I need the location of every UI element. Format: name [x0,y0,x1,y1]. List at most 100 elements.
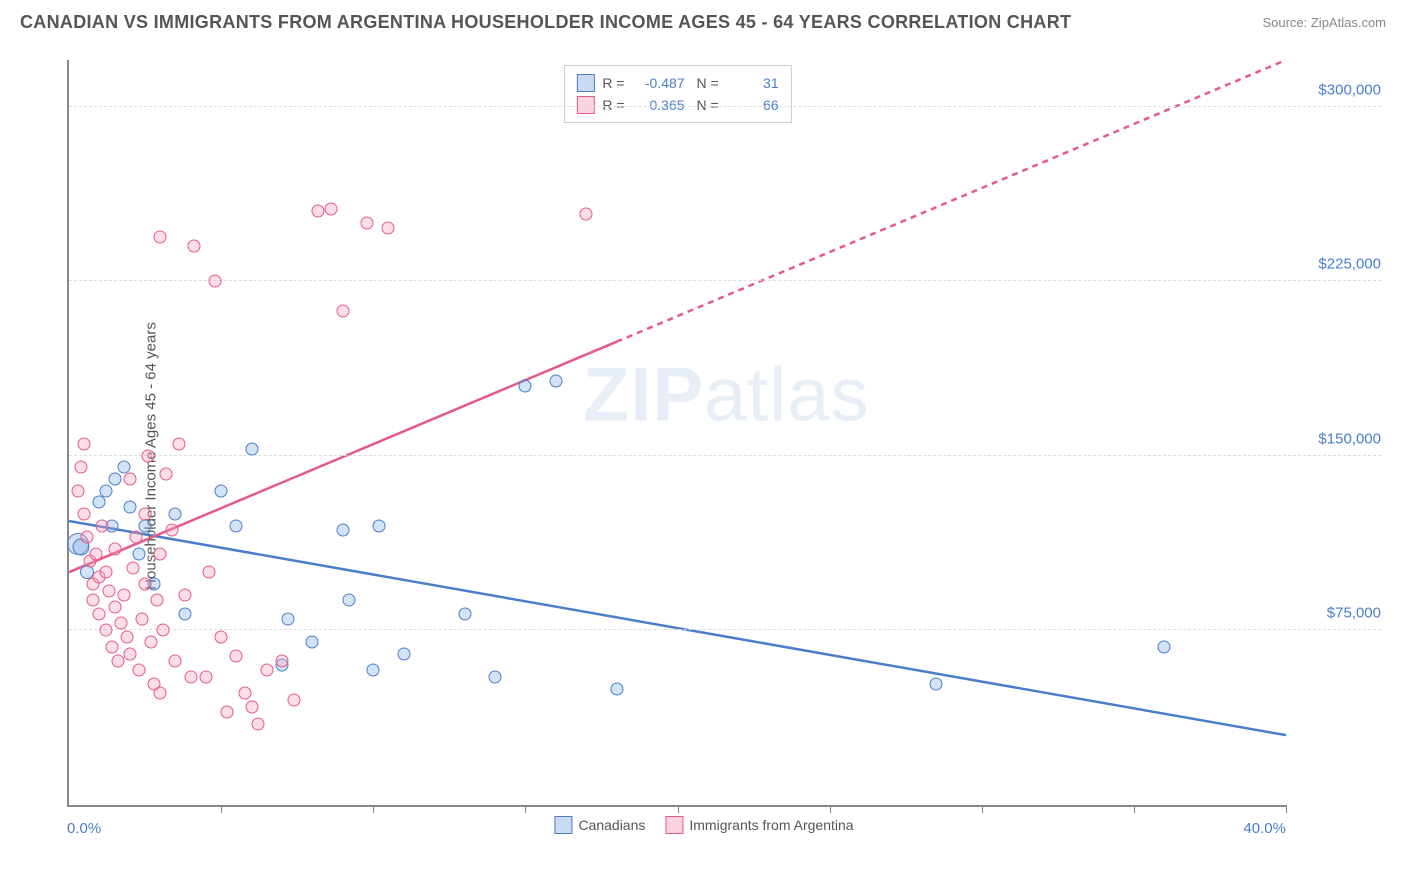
chart-area: Householder Income Ages 45 - 64 years ZI… [22,50,1386,862]
data-point [306,636,319,649]
data-point [139,577,152,590]
data-point [145,636,158,649]
data-point [120,631,133,644]
data-point [199,670,212,683]
data-point [324,203,337,216]
data-point [139,519,152,532]
data-point [123,473,136,486]
data-point [178,589,191,602]
data-point [139,507,152,520]
data-point [102,584,115,597]
data-point [367,663,380,676]
data-point [160,468,173,481]
data-point [610,682,623,695]
data-point [275,654,288,667]
data-point [166,524,179,537]
data-point [312,205,325,218]
y-tick-label: $300,000 [1318,81,1381,98]
data-point [132,547,145,560]
x-tick [830,805,831,813]
x-tick [982,805,983,813]
data-point [108,601,121,614]
data-point [230,519,243,532]
data-point [108,542,121,555]
data-point [342,594,355,607]
data-point [99,624,112,637]
data-point [215,631,228,644]
x-axis-max: 40.0% [1243,820,1286,837]
data-point [151,594,164,607]
swatch-icon [576,74,594,92]
data-point [123,647,136,660]
n-value-canadians: 31 [727,75,779,91]
data-point [154,230,167,243]
data-point [75,461,88,474]
data-point [117,589,130,602]
data-point [78,438,91,451]
source-label: Source: ZipAtlas.com [1262,15,1386,30]
data-point [215,484,228,497]
gridline [69,629,1381,630]
chart-title: CANADIAN VS IMMIGRANTS FROM ARGENTINA HO… [20,12,1071,33]
legend-label-immigrants: Immigrants from Argentina [689,817,853,833]
y-tick-label: $75,000 [1327,605,1381,622]
data-point [111,654,124,667]
x-tick [1286,805,1287,813]
data-point [361,216,374,229]
data-point [157,624,170,637]
data-point [336,524,349,537]
data-point [336,305,349,318]
x-tick [678,805,679,813]
data-point [382,221,395,234]
x-tick [1134,805,1135,813]
y-tick-label: $150,000 [1318,430,1381,447]
data-point [154,687,167,700]
data-point [172,438,185,451]
data-point [169,507,182,520]
plot-region: ZIPatlas R = -0.487 N = 31 R = 0.365 N =… [67,60,1286,807]
data-point [105,640,118,653]
legend-label-canadians: Canadians [578,817,645,833]
bottom-legend: Canadians Immigrants from Argentina [554,816,853,834]
data-point [93,496,106,509]
x-axis-min: 0.0% [67,820,101,837]
data-point [90,547,103,560]
data-point [1158,640,1171,653]
data-point [458,608,471,621]
data-point [96,519,109,532]
data-point [282,612,295,625]
data-point [230,650,243,663]
data-point [202,566,215,579]
data-point [251,717,264,730]
data-point [245,442,258,455]
data-point [142,449,155,462]
data-point [78,507,91,520]
data-point [129,531,142,544]
data-point [580,207,593,220]
data-point [930,677,943,690]
data-point [221,705,234,718]
data-point [288,694,301,707]
data-point [184,670,197,683]
stats-legend: R = -0.487 N = 31 R = 0.365 N = 66 [563,65,791,123]
data-point [132,663,145,676]
r-value-canadians: -0.487 [633,75,685,91]
data-point [114,617,127,630]
watermark: ZIPatlas [583,352,870,439]
data-point [154,547,167,560]
data-point [488,670,501,683]
swatch-icon [554,816,572,834]
x-tick [525,805,526,813]
data-point [81,531,94,544]
y-tick-label: $225,000 [1318,256,1381,273]
data-point [126,561,139,574]
data-point [93,608,106,621]
data-point [99,484,112,497]
data-point [87,594,100,607]
data-point [260,663,273,676]
data-point [209,275,222,288]
data-point [373,519,386,532]
x-tick [221,805,222,813]
data-point [123,501,136,514]
data-point [136,612,149,625]
